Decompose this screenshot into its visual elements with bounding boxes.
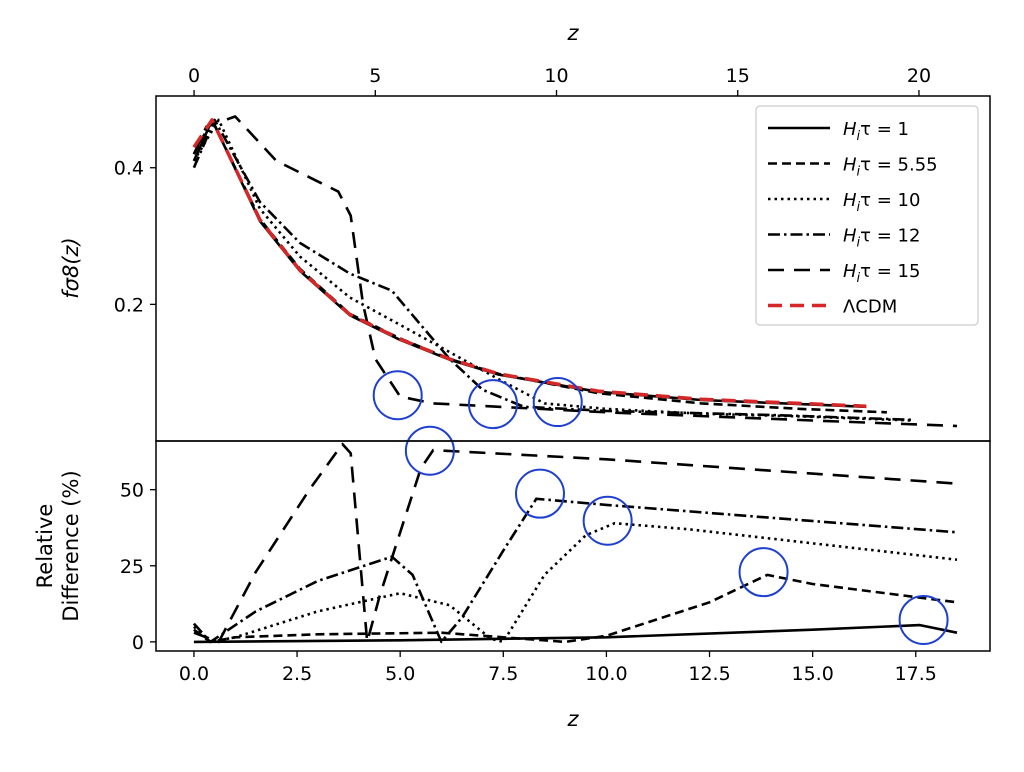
series-line-dashed bbox=[193, 573, 958, 644]
top-x-tick-label: 15 bbox=[726, 65, 750, 87]
y-tick-label: 0 bbox=[132, 632, 144, 654]
legend-label: Hiτ = 15 bbox=[843, 261, 920, 286]
top-x-tick-label: 5 bbox=[369, 65, 381, 87]
x-tick-label: 10.0 bbox=[585, 663, 627, 685]
annotation-circle bbox=[532, 377, 583, 428]
annotation-circle bbox=[898, 594, 949, 645]
lower-y-axis-label-line1: Relative bbox=[33, 504, 57, 589]
legend: Hiτ = 1 Hiτ = 5.55 Hiτ = 10 Hiτ = 12 Hiτ = 1… bbox=[755, 105, 979, 326]
x-tick-label: 0.0 bbox=[179, 663, 209, 685]
series-line-solid bbox=[193, 623, 958, 644]
x-tick-label: 12.5 bbox=[688, 663, 730, 685]
x-tick-label: 17.5 bbox=[895, 663, 937, 685]
annotation-circle bbox=[582, 495, 633, 546]
legend-label: Hiτ = 5.55 bbox=[843, 155, 938, 180]
legend-label: Hiτ = 10 bbox=[843, 190, 920, 215]
legend-label: Hiτ = 12 bbox=[843, 226, 920, 251]
upper-y-axis-label: fσ8(z) bbox=[59, 237, 83, 298]
annotation-circle bbox=[404, 425, 455, 476]
series-group bbox=[192, 442, 958, 644]
lower-panel: 0 25 50 0.0 2.5 5.0 7.5 10.0 12.5 15.0 17.5 bbox=[120, 425, 991, 685]
legend-label: Hiτ = 1 bbox=[843, 119, 909, 144]
annotation-circle bbox=[467, 379, 518, 430]
top-x-tick-label: 10 bbox=[544, 65, 568, 87]
legend-label: ΛCDM bbox=[843, 297, 897, 318]
series-line-dashdot bbox=[192, 497, 958, 644]
top-x-tick-label: 0 bbox=[188, 65, 200, 87]
series-line-dotted bbox=[193, 521, 958, 644]
axes-frame bbox=[155, 440, 991, 652]
y-tick-label: 0.2 bbox=[114, 294, 144, 316]
series-group bbox=[192, 115, 958, 428]
series-line-reddash bbox=[192, 118, 867, 408]
annotation-circle bbox=[515, 468, 566, 519]
y-tick-label: 50 bbox=[120, 480, 144, 502]
y-tick-label: 0.4 bbox=[114, 158, 144, 180]
top-x-axis-label: z bbox=[566, 21, 579, 45]
annotation-circle bbox=[738, 547, 789, 598]
top-x-tick-label: 20 bbox=[907, 65, 931, 87]
lower-y-axis-label-line2: Difference (%) bbox=[59, 470, 83, 621]
x-tick-label: 15.0 bbox=[791, 663, 833, 685]
x-axis-label: z bbox=[566, 707, 579, 731]
x-tick-label: 5.0 bbox=[385, 663, 415, 685]
x-tick-label: 7.5 bbox=[488, 663, 518, 685]
series-line-dashed bbox=[192, 118, 887, 414]
legend-box bbox=[755, 105, 979, 326]
annotation-circle bbox=[372, 370, 423, 421]
upper-panel: 0.2 0.4 0 5 10 15 20 bbox=[114, 65, 991, 442]
series-line-longdash bbox=[192, 115, 958, 428]
y-tick-label: 25 bbox=[120, 556, 144, 578]
series-line-longdash bbox=[193, 442, 958, 644]
series-line-dashdot bbox=[192, 118, 912, 422]
x-tick-label: 2.5 bbox=[282, 663, 312, 685]
